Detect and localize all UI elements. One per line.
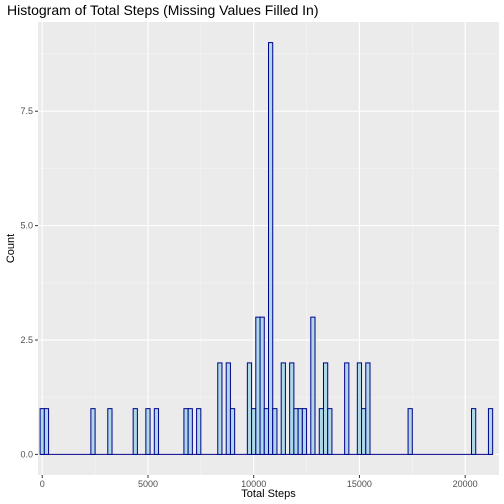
histogram-bar bbox=[280, 362, 286, 455]
histogram-bar bbox=[322, 362, 329, 455]
histogram-bar bbox=[225, 362, 231, 455]
histogram-bar bbox=[183, 408, 189, 455]
histogram-bar bbox=[471, 408, 477, 455]
histogram-bar bbox=[90, 408, 96, 455]
histogram-bar bbox=[289, 362, 295, 455]
histogram-bar bbox=[487, 408, 494, 455]
histogram-bar bbox=[365, 362, 371, 455]
y-axis: 0.0 2.5 5.0 7.5 bbox=[20, 106, 38, 459]
histogram-bar bbox=[39, 408, 45, 455]
histogram-bar bbox=[187, 408, 193, 455]
histogram-bar bbox=[318, 408, 324, 455]
y-tick-label: 2.5 bbox=[20, 335, 33, 345]
histogram-bar bbox=[196, 408, 202, 455]
histogram-bar bbox=[301, 408, 308, 455]
histogram-bar bbox=[145, 408, 151, 455]
x-axis: 0 5000 10000 15000 20000 bbox=[40, 475, 478, 489]
histogram-bar bbox=[344, 362, 350, 455]
histogram-bars bbox=[39, 42, 494, 455]
histogram-bar bbox=[107, 408, 113, 455]
histogram-bar bbox=[310, 316, 316, 455]
histogram-bar bbox=[246, 362, 253, 455]
histogram-bar bbox=[217, 362, 223, 455]
y-tick-label: 7.5 bbox=[20, 106, 33, 116]
histogram-bar bbox=[407, 408, 413, 455]
histogram-bar bbox=[229, 408, 236, 455]
x-tick-label: 5000 bbox=[138, 479, 158, 489]
histogram-bar bbox=[259, 316, 265, 455]
x-tick-label: 15000 bbox=[347, 479, 372, 489]
histogram-bar bbox=[361, 408, 367, 455]
y-axis-title: Count bbox=[5, 234, 17, 263]
histogram-bar bbox=[356, 362, 363, 455]
histogram-bar bbox=[251, 408, 257, 455]
histogram-bar bbox=[272, 408, 278, 455]
x-tick-label: 10000 bbox=[241, 479, 266, 489]
x-tick-label: 20000 bbox=[453, 479, 478, 489]
histogram-bar bbox=[297, 408, 303, 455]
histogram-bar bbox=[43, 408, 50, 455]
x-tick-label: 0 bbox=[40, 479, 45, 489]
y-tick-label: 5.0 bbox=[20, 221, 33, 231]
histogram-bar bbox=[327, 408, 333, 455]
histogram-bar bbox=[255, 316, 261, 455]
histogram-bar bbox=[268, 42, 274, 455]
histogram-bar bbox=[293, 408, 299, 455]
y-tick-label: 0.0 bbox=[20, 449, 33, 459]
chart-title: Histogram of Total Steps (Missing Values… bbox=[7, 2, 319, 18]
histogram-bar bbox=[263, 408, 269, 455]
histogram-bar bbox=[153, 408, 160, 455]
x-axis-title: Total Steps bbox=[241, 488, 296, 500]
histogram-bar bbox=[132, 408, 138, 455]
